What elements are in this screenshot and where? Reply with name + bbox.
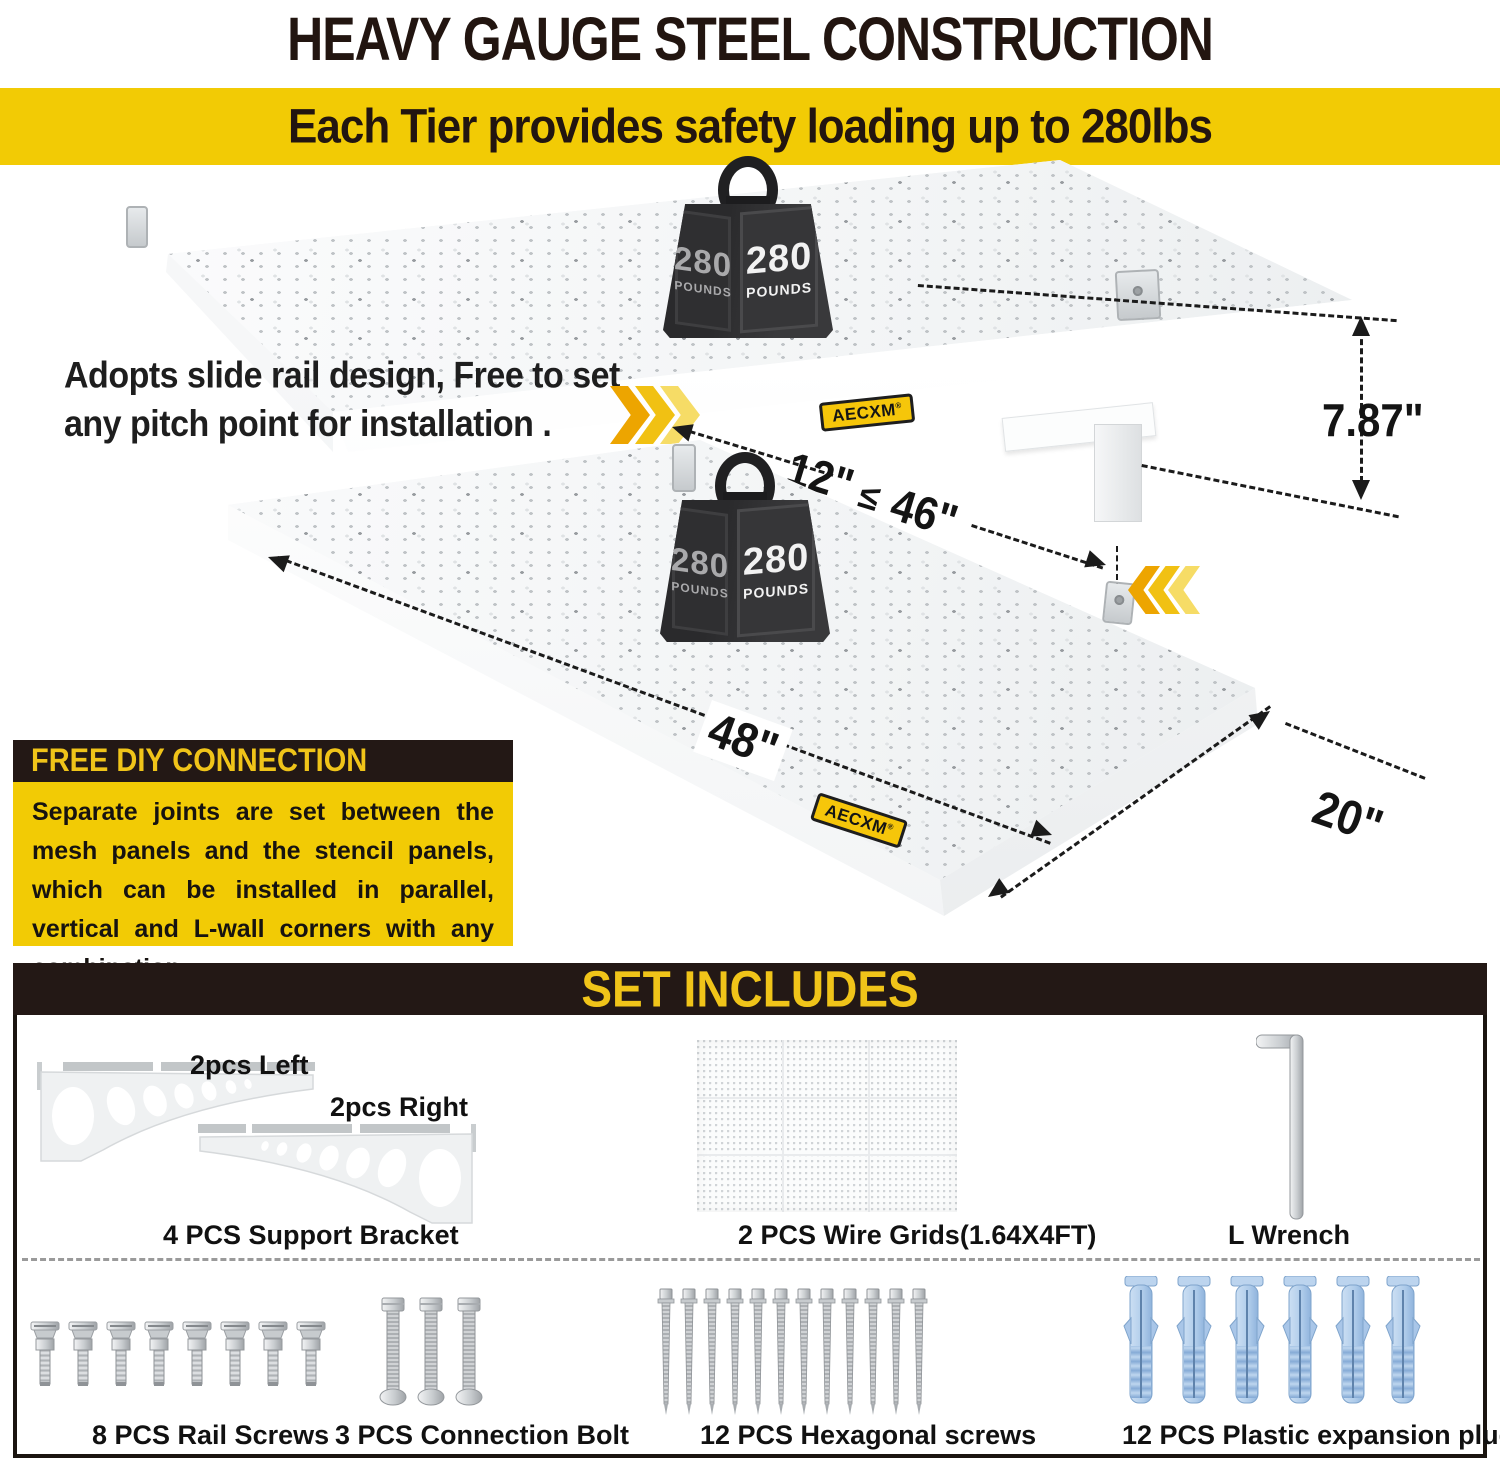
registered-mark: ® [886, 821, 896, 833]
weight-value: 280 [673, 239, 732, 285]
upper-right-rail-tab [1114, 268, 1162, 322]
expansion-plugs-illustration [1123, 1276, 1421, 1404]
dimension-line [971, 524, 1104, 570]
dimension-7-87in: 7.87" [1322, 394, 1424, 446]
safety-banner: Each Tier provides safety loading up to … [0, 88, 1500, 165]
set-includes-title: SET INCLUDES [581, 960, 919, 1018]
brand-name: AECXM [831, 400, 897, 426]
weight-body: 280 POUNDS 280 POUNDS [660, 500, 830, 642]
dimension-arrow [1084, 550, 1109, 574]
bracket-right-label: 2pcs Right [330, 1092, 469, 1122]
weight-280lbs-upper: 280 POUNDS 280 POUNDS [663, 156, 833, 346]
dimension-line [1116, 546, 1118, 608]
brand-badge: AECXM® [818, 393, 916, 432]
upper-left-rail-tab [126, 206, 148, 248]
screw-icon [1132, 285, 1144, 297]
weight-left-face: 280 POUNDS [673, 209, 732, 333]
hex-screws-illustration [657, 1288, 928, 1416]
bracket-caption: 4 PCS Support Bracket [163, 1220, 459, 1250]
wire-grid-illustration [697, 1040, 957, 1212]
weight-left-face: 280 POUNDS [670, 505, 729, 636]
weight-value: 280 [742, 535, 809, 584]
connection-bolt-caption: 3 PCS Connection Bolt [335, 1420, 630, 1450]
page-title: HEAVY GAUGE STEEL CONSTRUCTION [287, 5, 1214, 74]
diy-connection-title: FREE DIY CONNECTION [31, 743, 368, 779]
grids-caption: 2 PCS Wire Grids(1.64X4FT) [738, 1220, 1097, 1250]
registered-mark: ® [894, 400, 903, 411]
set-includes-header: SET INCLUDES [13, 960, 1487, 1018]
lower-left-rail-tab [672, 444, 696, 492]
plugs-caption: 12 PCS Plastic expansion plugs [1122, 1420, 1500, 1450]
dimension-20in: 20" [1298, 778, 1398, 858]
connection-bolts-illustration [379, 1297, 483, 1406]
weight-value: 280 [745, 235, 812, 284]
upper-support-plate [1094, 424, 1142, 522]
rail-screws-illustration [30, 1321, 326, 1387]
safety-banner-text: Each Tier provides safety loading up to … [288, 99, 1213, 154]
l-wrench-illustration [1256, 1034, 1304, 1220]
hex-screws-caption: 12 PCS Hexagonal screws [700, 1420, 1037, 1450]
dimension-line [1284, 722, 1426, 780]
note-line-1: Adopts slide rail design, Free to set [64, 355, 620, 397]
weight-value: 280 [670, 539, 729, 585]
dimension-arrow [1352, 480, 1370, 500]
dimension-line [1360, 330, 1363, 482]
diy-connection-header: FREE DIY CONNECTION [13, 740, 513, 782]
weight-unit: POUNDS [745, 279, 812, 302]
dimension-arrow [1352, 316, 1370, 336]
weight-front-face: 280 POUNDS [736, 502, 815, 637]
slide-rail-note: Adopts slide rail design, Free to set an… [64, 352, 620, 449]
weight-280lbs-lower: 280 POUNDS 280 POUNDS [660, 452, 830, 642]
weight-front-face: 280 POUNDS [739, 205, 818, 334]
diy-connection-text: Separate joints are set between the mesh… [32, 798, 494, 982]
diy-connection-body: Separate joints are set between the mesh… [13, 782, 513, 982]
weight-body: 280 POUNDS 280 POUNDS [663, 204, 833, 338]
panel-separator [22, 1258, 1480, 1261]
note-line-2: any pitch point for installation . [64, 403, 552, 445]
screw-icon [1113, 594, 1125, 606]
wrench-caption: L Wrench [1228, 1220, 1351, 1250]
rail-screws-caption: 8 PCS Rail Screws [92, 1420, 330, 1450]
bracket-left-label: 2pcs Left [190, 1050, 309, 1080]
